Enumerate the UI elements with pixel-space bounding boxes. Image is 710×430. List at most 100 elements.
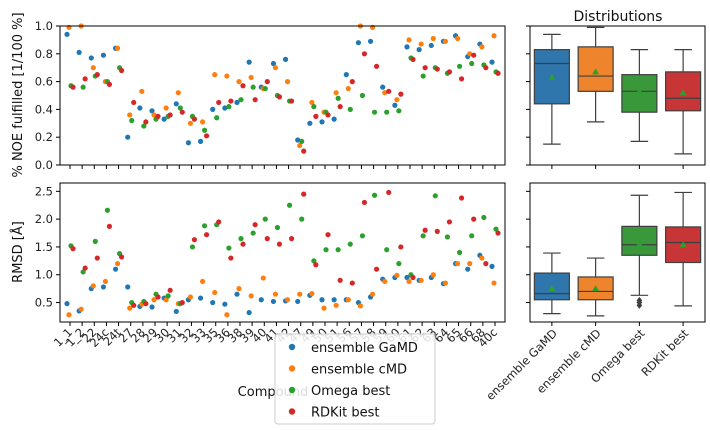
point-ensemble-cmd [442, 38, 449, 44]
point-rdkit-best [361, 51, 368, 57]
y-tick-label: 1.0 [35, 19, 53, 33]
y-tick-label: 0.5 [35, 296, 53, 310]
point-ensemble-gamd [489, 59, 495, 65]
legend-label: Omega best [311, 384, 390, 399]
point-ensemble-gamd [125, 284, 131, 290]
point-ensemble-gamd [125, 134, 131, 140]
point-ensemble-gamd [222, 301, 228, 307]
point-omega-best [226, 245, 232, 251]
point-ensemble-cmd [333, 302, 339, 308]
point-ensemble-cmd [163, 105, 169, 111]
point-ensemble-cmd [357, 303, 364, 309]
legend-box [274, 333, 436, 425]
point-ensemble-cmd [454, 35, 461, 42]
point-rdkit-best [82, 265, 88, 271]
point-omega-best [129, 117, 135, 124]
box-label-rdkit-best: RDKit best [638, 326, 691, 379]
point-rdkit-best [131, 99, 137, 106]
point-ensemble-cmd [272, 65, 279, 71]
point-rdkit-best [252, 222, 258, 228]
point-rdkit-best [483, 261, 489, 267]
point-ensemble-gamd [173, 101, 179, 107]
point-ensemble-cmd [114, 45, 121, 51]
point-ensemble-cmd [454, 261, 461, 267]
point-ensemble-gamd [88, 55, 94, 61]
point-ensemble-gamd [210, 299, 216, 306]
legend-marker [288, 343, 296, 351]
point-rdkit-best [143, 301, 149, 307]
point-omega-best [469, 60, 475, 67]
y-tick-label: 0.8 [35, 47, 53, 61]
mean-marker-rdkit-best [679, 89, 687, 96]
point-ensemble-cmd [212, 289, 218, 296]
point-omega-best [104, 207, 111, 213]
point-ensemble-gamd [489, 263, 495, 269]
point-omega-best [469, 233, 475, 239]
point-rdkit-best [179, 109, 185, 115]
distributions-title: Distributions [574, 9, 663, 25]
point-ensemble-cmd [78, 306, 84, 312]
point-rdkit-best [216, 99, 222, 106]
point-omega-best [250, 84, 256, 90]
point-ensemble-gamd [404, 274, 410, 281]
point-omega-best [371, 109, 378, 115]
box-ensemble-gamd [533, 272, 570, 301]
point-rdkit-best [167, 112, 173, 118]
point-ensemble-gamd [185, 140, 192, 146]
point-ensemble-gamd [149, 108, 155, 114]
point-omega-best [238, 236, 244, 242]
point-ensemble-cmd [236, 79, 242, 85]
point-omega-best [396, 261, 402, 267]
point-omega-best [165, 293, 171, 299]
point-ensemble-gamd [197, 138, 204, 144]
mean-marker-omega-best [635, 87, 643, 94]
point-omega-best [335, 247, 341, 253]
point-omega-best [311, 104, 317, 110]
point-rdkit-best [252, 97, 258, 103]
axes-frame-br [529, 182, 706, 323]
point-omega-best [444, 234, 451, 240]
point-rdkit-best [228, 98, 234, 104]
point-rdkit-best [301, 191, 307, 197]
point-ensemble-cmd [90, 283, 96, 289]
point-rdkit-best [434, 228, 440, 234]
point-rdkit-best [313, 113, 319, 119]
legend-marker [288, 386, 296, 394]
point-ensemble-gamd [270, 60, 277, 67]
point-ensemble-cmd [491, 280, 497, 286]
point-ensemble-gamd [355, 40, 362, 46]
point-ensemble-cmd [66, 312, 72, 318]
point-rdkit-best [94, 72, 100, 78]
point-omega-best [347, 241, 353, 247]
point-ensemble-gamd [173, 308, 179, 315]
mean-marker-ensemble-gamd [548, 285, 556, 292]
point-ensemble-cmd [430, 272, 436, 278]
point-ensemble-cmd [127, 305, 133, 311]
top-y-axis-label: % NOE fulfilled [1/100 %] [11, 12, 26, 177]
point-ensemble-gamd [100, 284, 107, 290]
point-ensemble-gamd [197, 295, 204, 301]
legend-label: ensemble GaMD [311, 341, 418, 356]
point-rdkit-best [495, 230, 501, 236]
point-rdkit-best [458, 195, 465, 201]
point-omega-best [226, 104, 232, 110]
point-rdkit-best [446, 219, 453, 225]
point-omega-best [177, 105, 183, 111]
point-omega-best [238, 97, 244, 103]
point-ensemble-cmd [163, 297, 169, 303]
point-ensemble-cmd [272, 291, 279, 297]
point-rdkit-best [361, 199, 368, 206]
point-ensemble-cmd [394, 97, 400, 103]
point-rdkit-best [118, 67, 125, 74]
point-omega-best [201, 223, 208, 229]
axes-frame-tl [59, 25, 506, 166]
point-ensemble-cmd [382, 278, 388, 285]
point-rdkit-best [337, 104, 343, 110]
point-ensemble-gamd [100, 52, 107, 58]
point-ensemble-cmd [406, 37, 412, 43]
point-rdkit-best [422, 227, 428, 233]
point-ensemble-cmd [479, 255, 485, 261]
point-ensemble-cmd [467, 51, 473, 57]
point-ensemble-cmd [297, 291, 303, 297]
point-ensemble-cmd [224, 73, 230, 79]
